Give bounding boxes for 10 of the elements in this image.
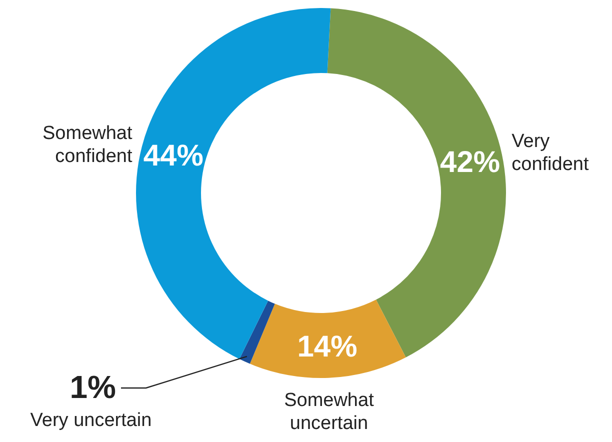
slice-label: Very confident — [512, 130, 590, 175]
donut-slice — [250, 300, 406, 378]
data-label: 44% — [143, 140, 204, 173]
data-label: 14% — [297, 330, 358, 364]
data-label: 42% — [440, 146, 500, 179]
data-label: 1% — [70, 369, 116, 405]
donut-slice — [239, 300, 275, 364]
slice-label: Very uncertain — [30, 410, 152, 431]
slice-label: Somewhat uncertain — [284, 390, 375, 434]
slice-label: Somewhat confident — [42, 122, 133, 167]
